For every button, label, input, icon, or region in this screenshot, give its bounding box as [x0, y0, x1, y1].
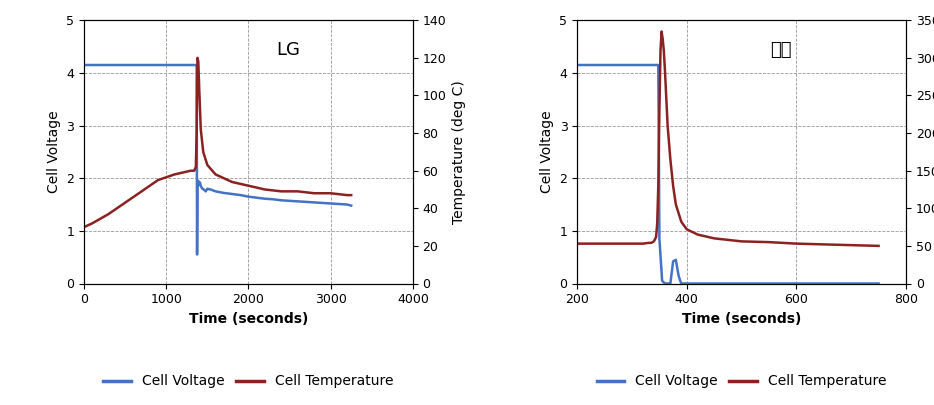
X-axis label: Time (seconds): Time (seconds)	[189, 312, 308, 326]
Legend: Cell Voltage, Cell Temperature: Cell Voltage, Cell Temperature	[98, 369, 399, 394]
Legend: Cell Voltage, Cell Temperature: Cell Voltage, Cell Temperature	[591, 369, 892, 394]
Y-axis label: Cell Voltage: Cell Voltage	[540, 111, 554, 193]
Y-axis label: Temperature (deg C): Temperature (deg C)	[452, 80, 466, 224]
Text: LG: LG	[276, 41, 300, 59]
X-axis label: Time (seconds): Time (seconds)	[682, 312, 801, 326]
Y-axis label: Cell Voltage: Cell Voltage	[47, 111, 61, 193]
Text: 松下: 松下	[771, 41, 792, 59]
